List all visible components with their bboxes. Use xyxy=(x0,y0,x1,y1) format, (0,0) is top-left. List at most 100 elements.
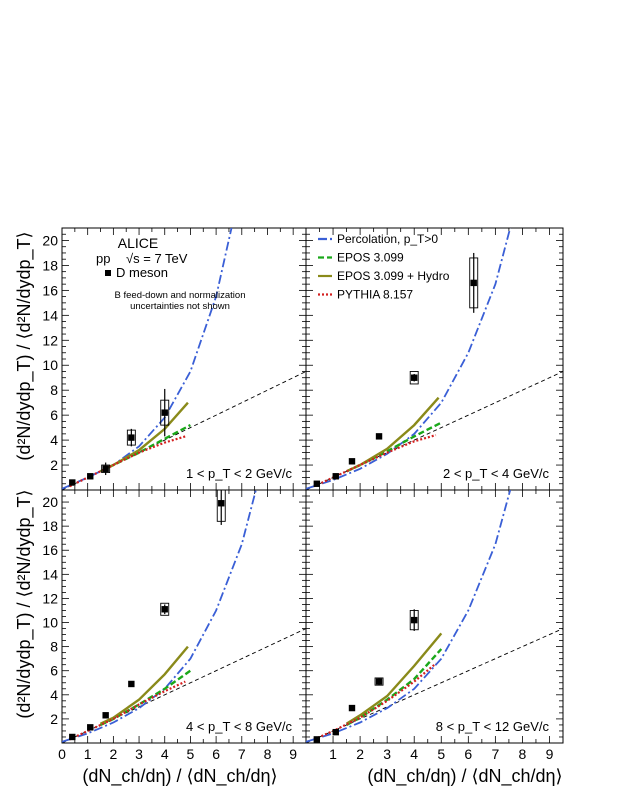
panel-plot-area xyxy=(62,490,306,743)
experiment-label: ALICE xyxy=(118,235,158,251)
note-line-1: B feed-down and normalization xyxy=(115,290,246,301)
percolation-curve xyxy=(306,228,512,490)
legend-label: Percolation, p_T>0 xyxy=(337,232,438,246)
y-tick-label: 4 xyxy=(50,432,58,448)
data-point xyxy=(375,433,383,440)
panel-pt-label: 4 < p_T < 8 GeV/c xyxy=(186,719,292,734)
panel-plot-area xyxy=(306,490,563,743)
diagonal-line xyxy=(306,628,563,743)
x-tick-label: 2 xyxy=(109,746,117,762)
note-line-2: uncertainties not shown xyxy=(130,301,230,312)
panel-frame xyxy=(305,227,564,491)
y-axis-label-top: (d²N/dydp_T) / ⟨d²N/dydp_T⟩ xyxy=(14,231,35,460)
y-tick-label: 18 xyxy=(42,518,58,534)
panel-1: 2 4 6 8 10 12 14 16 18 20 1 < p_T < 2 GeV/c xyxy=(42,227,307,491)
data-point xyxy=(332,473,339,480)
panel-4: 1 2 3 4 5 6 7 8 9 8 < p_T < 12 GeV/c xyxy=(305,489,564,762)
y-tick-label: 12 xyxy=(42,332,58,348)
data-point xyxy=(218,500,225,507)
x-tick-label: 1 xyxy=(84,746,92,762)
x-tick-label: 5 xyxy=(187,746,195,762)
panel-plot-area xyxy=(62,228,306,490)
y-tick-label: 10 xyxy=(42,357,58,373)
system-label: pp xyxy=(96,251,110,266)
data-point xyxy=(313,480,321,487)
x-tick-label: 9 xyxy=(546,746,554,762)
y-tick-label: 6 xyxy=(50,407,58,423)
pythia-curve xyxy=(313,662,437,741)
sys-error-box xyxy=(160,602,170,616)
legend-label: PYTHIA 8.157 xyxy=(337,288,413,302)
y-tick-label: 14 xyxy=(42,566,58,582)
legend-label: EPOS 3.099 + Hydro xyxy=(337,269,450,283)
data-point xyxy=(87,473,94,480)
y-tick-label: 8 xyxy=(50,382,58,398)
panel-plot-area xyxy=(306,228,563,490)
data-point xyxy=(411,616,418,624)
y-tick-label: 12 xyxy=(42,590,58,606)
panel-frame xyxy=(305,489,564,744)
x-tick-label: 5 xyxy=(437,746,445,762)
data-point xyxy=(348,704,356,712)
data-point xyxy=(375,678,383,685)
data-point xyxy=(161,606,168,613)
energy-label: √s = 7 TeV xyxy=(126,251,188,266)
data-point xyxy=(313,736,321,743)
y-tick-label: 20 xyxy=(42,494,58,510)
marker-legend-icon xyxy=(105,270,111,276)
pythia-curve xyxy=(69,435,186,488)
x-tick-label: 3 xyxy=(383,746,391,762)
data-point xyxy=(102,465,109,472)
data-point xyxy=(470,279,477,287)
panel-2: 2 < p_T < 4 GeV/c xyxy=(305,227,564,491)
x-tick-label: 9 xyxy=(289,746,297,762)
x-tick-label: 8 xyxy=(264,746,272,762)
panel-pt-label: 1 < p_T < 2 GeV/c xyxy=(186,466,292,481)
x-tick-label: 0 xyxy=(58,746,66,762)
x-tick-label: 7 xyxy=(238,746,246,762)
y-tick-label: 2 xyxy=(50,711,58,727)
percolation-curve xyxy=(62,490,257,743)
x-axis-label-right: (dN_ch/dη) / ⟨dN_ch/dη⟩ xyxy=(367,766,562,787)
data-point xyxy=(128,680,135,688)
epos-hydro-curve xyxy=(99,645,189,725)
y-tick-label: 20 xyxy=(42,232,58,248)
panel-pt-label: 8 < p_T < 12 GeV/c xyxy=(436,719,550,734)
model-legend: Percolation, p_T>0 EPOS 3.099 EPOS 3.099 +… xyxy=(318,232,450,302)
y-tick-label: 16 xyxy=(42,282,58,298)
y-tick-label: 8 xyxy=(50,639,58,655)
x-tick-label: 8 xyxy=(519,746,527,762)
epos-hydro-curve xyxy=(346,396,440,473)
data-point xyxy=(69,733,76,741)
percolation-curve xyxy=(62,228,233,490)
y-tick-label: 10 xyxy=(42,615,58,631)
data-point xyxy=(69,479,76,486)
pythia-curve xyxy=(69,680,186,741)
y-tick-label: 4 xyxy=(50,687,58,703)
epos-hydro-curve xyxy=(345,632,443,725)
data-point xyxy=(332,728,339,736)
data-point xyxy=(348,458,356,465)
panel-frame xyxy=(61,227,307,491)
x-tick-label: 3 xyxy=(135,746,143,762)
pythia-curve xyxy=(313,434,437,488)
x-tick-label: 1 xyxy=(329,746,337,762)
y-tick-label: 16 xyxy=(42,542,58,558)
y-tick-label: 6 xyxy=(50,663,58,679)
x-tick-label: 6 xyxy=(464,746,472,762)
sys-error-box xyxy=(409,371,419,385)
diagonal-line xyxy=(306,371,563,490)
x-tick-label: 6 xyxy=(212,746,220,762)
data-point xyxy=(102,712,109,719)
y-tick-label: 14 xyxy=(42,307,58,323)
x-tick-label: 7 xyxy=(491,746,499,762)
data-point xyxy=(128,434,135,441)
x-axis-label-left: (dN_ch/dη) / ⟨dN_ch/dη⟩ xyxy=(82,766,277,787)
x-tick-label: 2 xyxy=(356,746,364,762)
percolation-curve xyxy=(306,490,512,743)
panel-pt-label: 2 < p_T < 4 GeV/c xyxy=(443,466,549,481)
y-tick-label: 18 xyxy=(42,257,58,273)
